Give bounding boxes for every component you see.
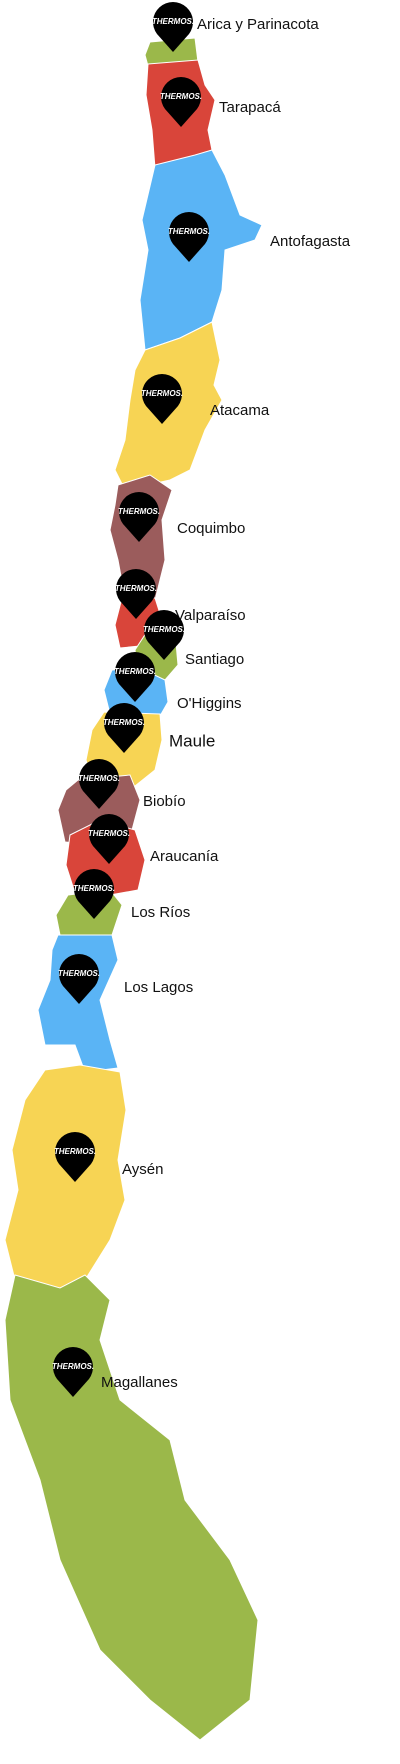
map-pin xyxy=(74,869,114,919)
map-pin xyxy=(116,569,156,619)
region-label: Aysén xyxy=(122,1161,163,1178)
region-label: Santiago xyxy=(185,651,244,668)
region-shape xyxy=(4,1064,127,1291)
map-pin xyxy=(89,813,129,864)
region-shape xyxy=(139,149,263,351)
map-pin xyxy=(53,1347,93,1397)
pin-logo: THERMOS. xyxy=(152,17,194,26)
map-pin xyxy=(118,492,159,542)
pin-logo: THERMOS. xyxy=(88,829,130,838)
map-pin xyxy=(115,652,155,702)
map-pin xyxy=(59,954,99,1004)
pin-logo: THERMOS. xyxy=(73,884,115,893)
region-shapes xyxy=(4,37,263,1741)
map-pin xyxy=(55,1132,95,1182)
region-label: Coquimbo xyxy=(177,520,245,537)
region-label: Arica y Parinacota xyxy=(197,16,319,33)
map-pin xyxy=(169,212,210,262)
map-pin xyxy=(79,759,119,809)
region-label: Antofagasta xyxy=(270,233,351,250)
pin-logo: THERMOS. xyxy=(114,667,156,676)
pin-logo: THERMOS. xyxy=(160,92,202,101)
region-label: Atacama xyxy=(210,402,270,419)
map-pin xyxy=(142,373,183,424)
pin-logo: THERMOS. xyxy=(168,227,210,236)
region-label: Los Lagos xyxy=(124,979,193,996)
pin-logo: THERMOS. xyxy=(54,1147,96,1156)
pins-and-labels: THERMOS. Arica y ParinacotaTHERMOS.Tarapa… xyxy=(52,1,351,1397)
pin-logo: THERMOS. xyxy=(52,1362,94,1371)
region-label: Tarapacá xyxy=(219,99,281,116)
region-label: Magallanes xyxy=(101,1374,178,1391)
map-pin xyxy=(161,77,201,127)
region-shape xyxy=(4,1274,259,1741)
pin-logo: THERMOS. xyxy=(115,584,157,593)
map-pin xyxy=(152,1,193,53)
region-label: Maule xyxy=(169,731,215,750)
region-label: O'Higgins xyxy=(177,695,242,712)
pin-logo: THERMOS. xyxy=(58,969,100,978)
pin-logo: THERMOS. xyxy=(103,718,145,727)
region-label: Araucanía xyxy=(150,848,219,865)
pin-logo: THERMOS. xyxy=(141,389,183,398)
map-pin xyxy=(104,703,144,753)
region-label: Valparaíso xyxy=(175,607,246,624)
map-pin xyxy=(143,610,184,660)
region-label: Biobío xyxy=(143,793,186,810)
pin-logo: THERMOS. xyxy=(78,774,120,783)
pin-logo: THERMOS. xyxy=(143,625,185,634)
region-label: Los Ríos xyxy=(131,904,190,921)
pin-logo: THERMOS. xyxy=(118,507,160,516)
